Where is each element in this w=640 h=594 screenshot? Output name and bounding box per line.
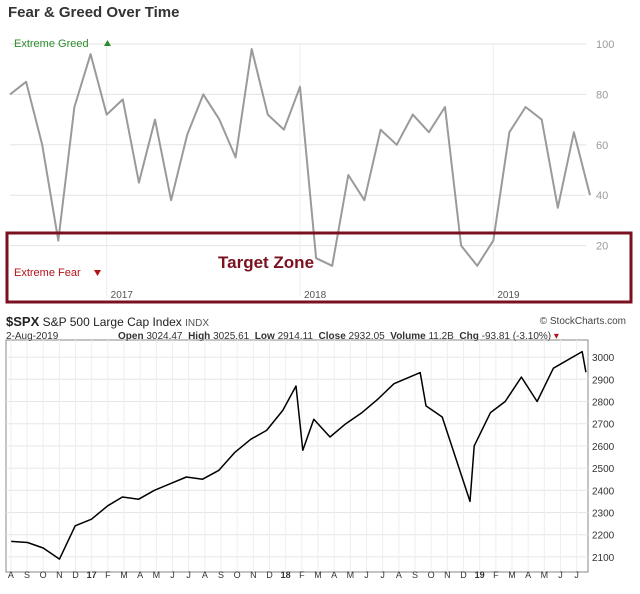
x-tick-label: J [186,570,191,580]
x-tick-label: D [266,570,273,580]
x-tick-label: D [72,570,79,580]
x-tick-label: O [234,570,241,580]
spx-price-chart: 2100 2200 2300 2400 2500 2600 2700 2800 2900 3000… [5,339,615,580]
x-tick-label: M [541,570,549,580]
y-tick-label: 100 [596,39,614,51]
x-tick-label: O [40,570,47,580]
chg-down-icon: ▾ [553,331,559,342]
x-tick-label: 2018 [304,290,327,301]
target-zone-box [5,231,633,304]
high-value: 3025.61 [213,331,250,342]
x-tick-label: M [314,570,322,580]
chg-label: Chg [459,331,479,342]
x-tick-label: A [202,570,208,580]
x-tick-label: O [428,570,435,580]
x-tick-label: A [8,570,14,580]
x-tick-label: A [331,570,337,580]
y-tick-label: 2300 [592,509,615,520]
page-title: Fear & Greed Over Time [8,4,180,21]
x-tick-label: 2017 [111,290,134,301]
y-tick-label: 2600 [592,442,615,453]
x-tick-label: A [137,570,143,580]
x-tick-label: M [120,570,128,580]
x-tick-label: M [508,570,516,580]
y-tick-label: 2900 [592,375,615,386]
close-value: 2932.05 [348,331,385,342]
x-tick-label: S [412,570,418,580]
spx-date: 2-Aug-2019 [6,331,59,342]
spx-ohlc-bar: 2-Aug-2019 Open 3024.47 High 3025.61 Low… [6,331,628,342]
x-tick-label: M [153,570,161,580]
y-tick-label: 40 [596,190,608,202]
low-value: 2914.11 [277,331,313,342]
y-tick-label: 2800 [592,398,615,409]
y-tick-label: 2100 [592,553,615,564]
stockcharts-credit: © StockCharts.com [539,316,626,327]
spx-symbol: $SPX [6,314,40,329]
y-tick-label: 2400 [592,486,615,497]
open-value: 3024.47 [146,331,183,342]
x-tick-label: F [493,570,499,580]
x-tick-label: J [574,570,579,580]
x-tick-label: 18 [281,570,291,580]
y-tick-label: 20 [596,241,608,253]
x-tick-label: J [364,570,369,580]
y-tick-label: 60 [596,140,608,152]
plot-frame [5,339,589,573]
x-tick-label: 17 [87,570,97,580]
close-label: Close [318,331,346,342]
extreme-greed-label: Extreme Greed [14,38,89,50]
y-tick-label: 2700 [592,420,615,431]
x-tick-label: S [24,570,30,580]
x-tick-label: D [460,570,467,580]
x-tick-label: A [525,570,531,580]
down-arrow-icon [94,270,101,276]
fear-greed-line [9,48,591,267]
x-tick-label: N [444,570,451,580]
y-tick-label: 80 [596,89,608,101]
x-tick-label: N [56,570,63,580]
x-tick-label: S [218,570,224,580]
x-tick-label: A [396,570,402,580]
high-label: High [188,331,211,342]
volume-value: 11.2B [428,331,454,342]
x-tick-label: N [250,570,257,580]
x-tick-label: 19 [475,570,485,580]
x-tick-label: M [347,570,355,580]
spx-price-line [11,350,587,560]
extreme-fear-label: Extreme Fear [14,267,81,279]
x-tick-label: F [299,570,305,580]
x-tick-label: J [558,570,563,580]
x-tick-label: J [380,570,385,580]
open-label: Open [118,331,144,342]
chg-value: -93.81 (-3.10%) [481,331,552,342]
y-tick-label: 2500 [592,464,615,475]
y-tick-label: 3000 [592,353,615,364]
spx-exchange: INDX [185,318,210,329]
x-tick-label: F [105,570,111,580]
spx-title: $SPX S&P 500 Large Cap Index INDX [6,314,209,329]
low-label: Low [254,331,275,342]
x-tick-label: J [170,570,175,580]
up-arrow-icon [104,40,111,46]
x-tick-label: 2019 [497,290,520,301]
target-zone-label: Target Zone [218,253,314,272]
y-tick-label: 2200 [592,531,615,542]
fear-greed-chart: 20 40 60 80 100 2017 2018 2019 Target Zone Extrem… [5,38,633,304]
spx-name: S&P 500 Large Cap Index [42,315,182,329]
volume-label: Volume [390,331,426,342]
